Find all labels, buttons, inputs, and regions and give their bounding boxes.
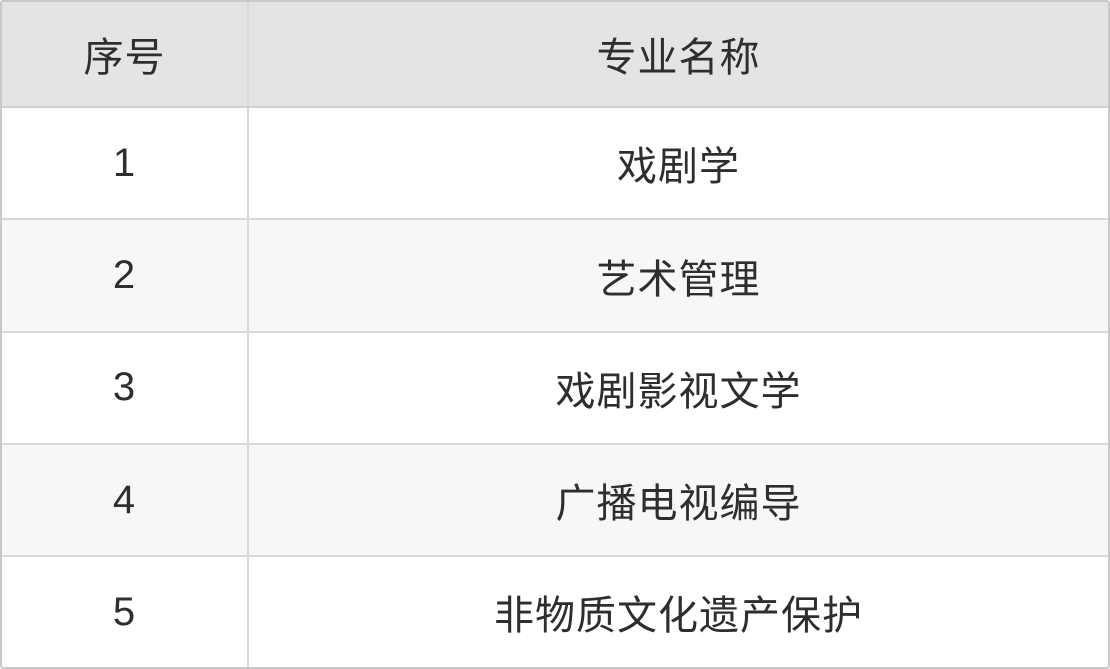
table-row: 2 艺术管理: [2, 219, 1108, 333]
table-header: 序号 专业名称: [2, 2, 1108, 108]
table-row: 5 非物质文化遗产保护: [2, 556, 1108, 667]
column-header-index: 序号: [2, 2, 249, 108]
major-name-cell: 戏剧学: [248, 107, 1108, 221]
row-index-cell: 5: [2, 556, 249, 667]
major-name-cell: 艺术管理: [248, 219, 1108, 333]
row-index-cell: 4: [2, 444, 249, 558]
major-name-cell: 非物质文化遗产保护: [494, 594, 863, 639]
table-row: 3 戏剧影视文学: [2, 331, 1108, 446]
row-index-cell: 3: [2, 331, 249, 446]
table-body: 1 戏剧学 2 艺术管理 3 戏剧影视文学 4 广播电视编导 5 非物质文化: [2, 107, 1108, 667]
row-index-cell: 2: [2, 219, 249, 333]
table-row: 4 广播电视编导: [2, 444, 1108, 558]
header-row: 序号 专业名称: [2, 2, 1108, 108]
column-header-major-name: 专业名称: [248, 2, 1108, 108]
major-name-cell: 戏剧影视文学: [248, 331, 1108, 446]
row-index-cell: 1: [2, 107, 249, 221]
table-row: 1 戏剧学: [2, 107, 1108, 221]
major-name-cell: 广播电视编导: [248, 444, 1108, 558]
